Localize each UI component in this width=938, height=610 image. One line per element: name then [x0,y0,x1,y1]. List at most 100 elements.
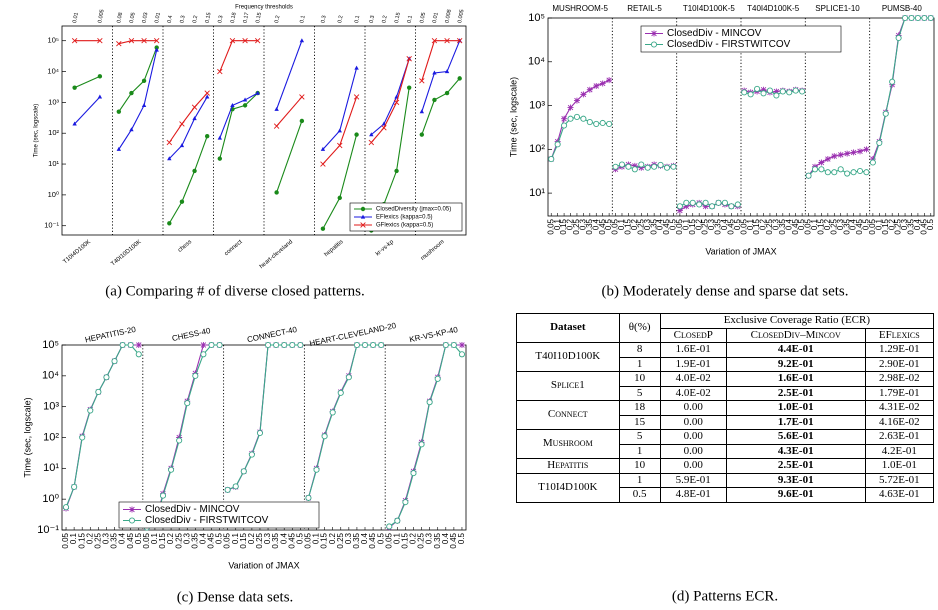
data-point [129,90,134,96]
x-tick-label: 0.05 [611,218,620,234]
table-cell: 4.2E-01 [864,443,935,459]
group-label: PUMSB-40 [882,4,923,13]
marker [217,135,223,140]
marker [606,77,613,84]
marker [612,163,619,170]
marker [431,37,438,44]
marker [831,169,838,176]
data-point [87,407,94,414]
marker [129,90,134,96]
marker [97,94,103,99]
threshold-label: 0.3 [369,15,376,24]
marker [889,78,896,85]
table-cell: ClosedP [659,327,727,343]
data-point [179,121,185,127]
data-point [353,94,360,100]
marker [337,128,342,133]
x-tick-label: 0.2 [247,532,256,544]
marker [337,142,343,149]
data-point [62,504,70,511]
data-point [127,341,134,349]
marker [418,441,425,448]
data-point [337,195,342,201]
marker [689,199,696,206]
group-label: CHESS-40 [171,326,212,343]
table-cell: 10 [618,371,661,387]
group-label: KR-VS-KP-40 [409,325,460,344]
marker [360,206,366,212]
data-point [773,92,780,99]
marker [141,37,147,44]
data-point [406,56,412,62]
marker [837,166,844,173]
data-point [111,358,118,365]
legend-label: ClosedDiv - FIRSTWITCOV [145,515,269,526]
marker [410,470,417,477]
group-label: T40I4D100K-5 [747,4,800,13]
y-tick-label: 10⁴ [42,370,59,382]
x-tick-label: 0.5 [215,532,224,544]
marker [902,14,909,22]
y-tick-label: 10³ [43,401,59,413]
marker [154,47,159,52]
data-point [760,86,767,93]
marker [676,207,683,214]
data-point [154,47,159,52]
marker [618,161,626,168]
x-tick-label: 0.05 [675,218,684,234]
data-point [360,206,366,212]
y-tick-label: 10² [43,431,59,443]
marker [444,90,450,96]
marker [554,141,561,148]
data-point [224,486,231,493]
data-point [818,159,825,166]
x-tick-label: 0.45 [126,532,135,548]
marker [97,37,103,44]
x-tick-label: 0.2 [694,218,703,230]
x-tick-label: 0.2 [409,532,418,544]
marker [230,102,235,107]
table-cell: 5.6E-01 [725,429,866,445]
marker [741,89,748,96]
x-tick-label: 0.5 [295,532,304,544]
y-tick-label: 10² [48,128,59,137]
threshold-label: 0.03 [142,12,150,24]
marker [728,203,735,210]
data-point [329,409,336,416]
marker [631,162,638,169]
marker [167,221,172,226]
table-row: Hepatitis 10 0.00 2.5E-01 1.0E-01 [516,458,935,474]
x-tick-label: 0.25 [174,532,183,548]
x-tick-label: 0.15 [320,532,329,548]
caption: (a) Comparing # of diverse closed patter… [105,283,365,299]
series-line [146,344,220,529]
marker [593,120,600,128]
marker [256,429,264,437]
marker [135,342,142,348]
marker [248,451,255,458]
marker [71,37,78,44]
marker [831,153,838,160]
data-point [573,113,581,120]
x-tick-label: 0.35 [110,532,119,548]
table-cell: T10I4D100K [516,472,620,503]
marker [289,341,296,349]
data-point [71,37,78,44]
data-point [240,468,247,475]
data-point [204,94,210,99]
marker [670,163,677,170]
series-line [168,96,208,160]
series-line [307,344,382,499]
threshold-label: 0.15 [255,12,263,24]
series-line [276,96,303,127]
data-point [141,37,147,44]
marker [129,506,135,513]
x-tick-label: 0.15 [817,218,826,234]
data-point [709,203,716,210]
x-tick-label: 0.25 [572,218,581,234]
marker [702,199,709,206]
data-point [689,199,696,206]
x-tick-label: 0.1 [681,218,690,230]
table-cell: 0.00 [659,458,727,474]
data-point [644,164,651,171]
